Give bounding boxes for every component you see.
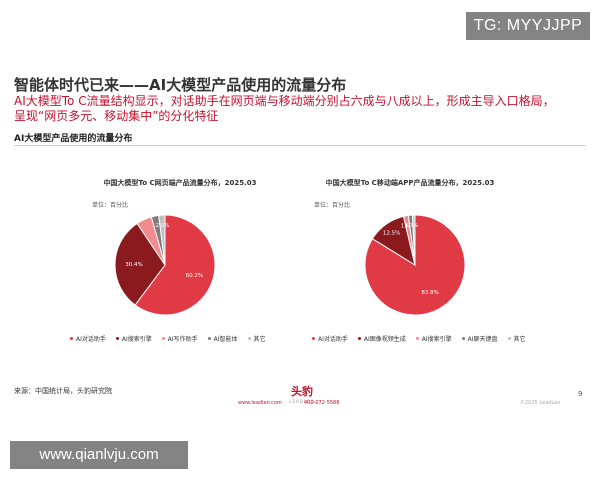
- legend-swatch: [161, 337, 165, 340]
- pie-data-label-4: 1.3%: [404, 223, 418, 229]
- legend-swatch: [461, 337, 465, 340]
- legend-item: AI智能体: [207, 334, 238, 343]
- pie-data-label-1: 60.2%: [186, 273, 203, 279]
- legend-swatch: [247, 337, 251, 340]
- top-watermark: TG: MYYJJPP: [466, 12, 590, 40]
- legend-label: AI搜索引擎: [421, 336, 452, 343]
- legend-label: AI对话助手: [76, 336, 106, 343]
- summary-text: AI大模型To C流量结构显示，对话助手在网页端与移动端分别占六成与八成以上，形…: [14, 94, 594, 124]
- pie-data-label-2: 12.5%: [383, 231, 400, 237]
- bottom-watermark: www.qianlvju.com: [10, 441, 188, 469]
- legend-label: 其它: [513, 336, 526, 343]
- legend-swatch: [415, 337, 419, 340]
- pie-data-label-2: 30.4%: [125, 262, 142, 268]
- legend-item: AI对话助手: [312, 334, 348, 343]
- pie-slice-5: [158, 214, 166, 266]
- pie-slice-5: [411, 214, 416, 266]
- legend-item: AI搜索引擎: [415, 334, 452, 343]
- logo-name: 头豹: [291, 385, 313, 398]
- legend-item: AI图像视频生成: [357, 334, 406, 343]
- summary-line-1: AI大模型To C流量结构显示，对话助手在网页端与移动端分别占六成与八成以上，形…: [14, 94, 555, 108]
- legend-item: AI聊天键盘: [461, 334, 498, 343]
- legend-item: AI搜索引擎: [115, 334, 152, 343]
- footer-phone: 400-072-5588: [304, 400, 340, 406]
- copyright: ©2025 LeadLeo: [520, 400, 561, 406]
- summary-line-2: 呈现“网页多元、移动集中”的分化特征: [14, 109, 219, 123]
- legend-label: AI智能体: [213, 336, 238, 343]
- section-divider: [14, 145, 586, 146]
- chart-1-unit: 单位：百分比: [92, 202, 129, 209]
- page-title: 智能体时代已来——AI大模型产品使用的流量分布: [14, 76, 347, 94]
- source-note: 来源：中国统计局，头豹研究院: [14, 387, 112, 395]
- legend-swatch: [207, 337, 211, 340]
- leadleo-logo: 头豹 LEADLEO: [272, 383, 332, 404]
- chart-2-pie: 83.8% 12.5%1.6%1.3%: [364, 214, 466, 316]
- chart-1-pie: 60.2% 30.4% 2.0%: [114, 214, 216, 316]
- legend-swatch: [312, 337, 315, 340]
- chart-1-legend: AI对话助手 AI搜索引擎 AI写作助手 AI智能体 其它: [70, 334, 266, 343]
- legend-swatch: [115, 337, 119, 340]
- legend-label: AI搜索引擎: [121, 336, 152, 343]
- legend-label: AI写作助手: [167, 336, 198, 343]
- pie-slice-2: [114, 222, 166, 306]
- legend-swatch: [357, 337, 361, 340]
- pie-slice-1: [134, 214, 216, 316]
- pie-data-label-1: 83.8%: [421, 290, 438, 296]
- chart-1-title: 中国大模型To C网页端产品流量分布，2025.03: [103, 179, 257, 187]
- legend-item: 其它: [507, 334, 526, 343]
- page-number: 9: [578, 390, 583, 398]
- legend-label: AI对话助手: [318, 336, 348, 343]
- legend-label: 其它: [253, 336, 266, 343]
- section-title: AI大模型产品使用的流量分布: [14, 134, 133, 144]
- legend-swatch: [70, 337, 73, 340]
- chart-2-title: 中国大模型To C移动端APP产品流量分布，2025.03: [325, 179, 495, 187]
- chart-2-legend: AI对话助手 AI图像视频生成 AI搜索引擎 AI聊天键盘 其它: [312, 334, 526, 343]
- legend-label: AI聊天键盘: [467, 336, 498, 343]
- logo-subtitle: LEADLEO: [289, 399, 315, 404]
- pie-data-label-5: 2.0%: [155, 223, 169, 229]
- chart-2-unit: 单位：百分比: [314, 202, 351, 209]
- legend-item: 其它: [247, 334, 266, 343]
- pie-data-label-3: 1.6%: [401, 224, 415, 230]
- legend-item: AI写作助手: [161, 334, 198, 343]
- legend-label: AI图像视频生成: [363, 336, 406, 343]
- legend-swatch: [507, 337, 511, 340]
- legend-item: AI对话助手: [70, 334, 106, 343]
- footer-website: www.leadleo.com: [238, 400, 282, 406]
